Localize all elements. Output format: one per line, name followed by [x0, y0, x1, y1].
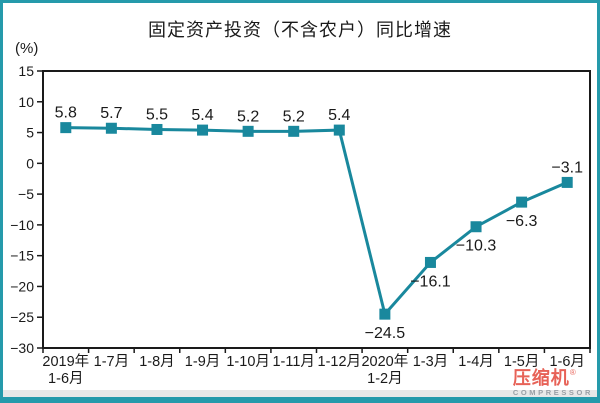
y-axis-tick-label: −30 [10, 340, 34, 356]
data-point-marker [379, 308, 391, 320]
x-axis-tick-label: 2019年 [42, 353, 89, 370]
chart-title: 固定资产投资（不含农户）同比增速 [148, 20, 452, 40]
y-axis-tick-label: 0 [26, 155, 34, 171]
registered-trademark-icon: ® [569, 367, 576, 377]
y-axis-tick-label: −5 [18, 186, 34, 202]
x-axis-tick-label: 1-4月 [458, 354, 493, 370]
data-point-label: 5.2 [283, 108, 305, 125]
data-point-marker [151, 123, 163, 135]
bottom-strip [3, 390, 597, 397]
y-axis-tick-label: −15 [10, 248, 34, 264]
data-point-marker [105, 122, 117, 134]
y-axis-tick-label: 15 [18, 63, 34, 79]
data-point-marker [242, 125, 254, 137]
x-axis-tick-label: 1-12月 [318, 354, 362, 370]
data-point-marker [60, 122, 72, 134]
y-axis-unit-label: (%) [15, 40, 39, 57]
data-point-label: 5.2 [237, 108, 259, 125]
watermark: 压缩机® COMPRESSOR [512, 367, 593, 397]
data-point-marker [561, 176, 573, 188]
data-point-label: 5.4 [328, 107, 350, 124]
data-point-label: −16.1 [410, 273, 451, 290]
x-axis-tick-label: 1-3月 [413, 354, 448, 370]
y-axis-tick-label: −25 [10, 309, 34, 325]
data-point-marker [424, 256, 436, 268]
x-axis-tick-label: 1-10月 [226, 354, 270, 370]
data-point-marker [470, 221, 482, 233]
x-axis-tick-label: 1-2月 [367, 371, 402, 387]
data-point-label: 5.7 [100, 105, 122, 122]
x-axis-tick-label: 1-7月 [94, 354, 129, 370]
data-point-label: −10.3 [456, 238, 497, 255]
watermark-logo-text: 压缩机 [512, 367, 570, 388]
data-point-marker [333, 124, 345, 136]
x-axis-tick-label: 1-11月 [272, 354, 314, 370]
data-point-marker [197, 124, 209, 136]
x-axis-tick-label: 2020年 [361, 353, 408, 370]
watermark-subtext: COMPRESSOR [512, 387, 593, 397]
data-point-label: 5.8 [55, 105, 77, 122]
y-axis-tick-label: 10 [18, 94, 34, 110]
x-axis-tick-label: 1-9月 [185, 354, 220, 370]
x-axis-tick-label: 1-5月 [504, 354, 539, 370]
trend-line [65, 126, 568, 318]
y-axis-tick-label: −10 [10, 217, 34, 233]
data-point-label: −24.5 [365, 325, 406, 342]
x-axis-tick-label: 1-8月 [139, 354, 174, 370]
data-point-marker [288, 125, 300, 137]
x-axis-tick-label: 1-6月 [48, 371, 83, 387]
x-axis-tick-label: 1-6月 [549, 354, 584, 370]
data-point-label: −3.1 [551, 159, 583, 176]
data-point-label: −6.3 [506, 213, 538, 230]
data-point-label: 5.4 [191, 107, 213, 124]
data-point-marker [516, 196, 528, 208]
y-axis-tick-label: 5 [26, 125, 34, 141]
data-point-label: 5.5 [146, 106, 168, 123]
watermark-logo-row: 压缩机® [512, 367, 593, 388]
y-axis-tick-label: −20 [10, 278, 34, 294]
